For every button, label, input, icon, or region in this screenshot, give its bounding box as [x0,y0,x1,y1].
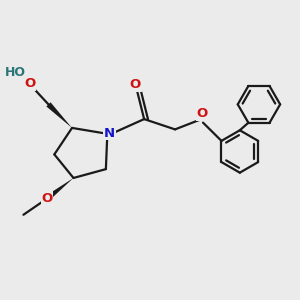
Text: O: O [25,77,36,90]
Polygon shape [46,102,72,128]
Text: N: N [104,127,115,140]
Text: O: O [130,78,141,91]
Text: O: O [197,107,208,120]
Text: O: O [41,192,52,205]
Text: HO: HO [5,66,26,79]
Polygon shape [45,178,74,201]
